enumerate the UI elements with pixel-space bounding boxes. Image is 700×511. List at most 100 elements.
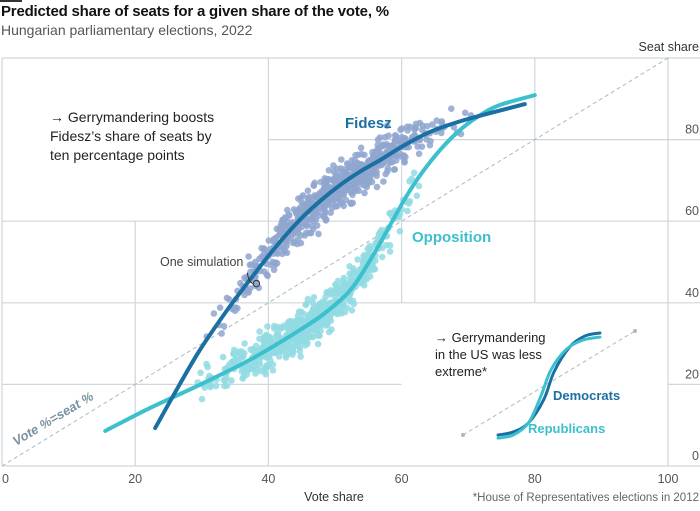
opposition-simulation-dot xyxy=(328,326,335,333)
fidesz-simulation-dot xyxy=(275,226,283,233)
fidesz-simulation-dot xyxy=(327,209,335,216)
fidesz-simulation-dot xyxy=(245,288,252,295)
opposition-simulation-dot xyxy=(285,343,293,351)
x-tick-label: 40 xyxy=(261,472,275,486)
fidesz-simulation-dot xyxy=(311,179,319,187)
fidesz-simulation-dot xyxy=(352,162,359,170)
x-axis-title: Vote share xyxy=(304,490,364,504)
fidesz-simulation-dot xyxy=(315,230,322,238)
chart-subtitle: Hungarian parliamentary elections, 2022 xyxy=(1,22,253,38)
opposition-simulation-dot xyxy=(322,319,330,327)
fidesz-simulation-dot xyxy=(218,330,225,337)
fidesz-simulation-dot xyxy=(340,191,348,198)
x-tick-label: 0 xyxy=(2,472,9,486)
inset-diagonal-end-dot xyxy=(633,329,637,333)
democrats-label: Democrats xyxy=(553,388,620,403)
opposition-simulation-dot xyxy=(413,192,421,200)
fidesz-simulation-dot xyxy=(390,166,398,173)
opposition-simulation-dot xyxy=(255,358,263,365)
fidesz-simulation-dot xyxy=(303,229,310,236)
one-simulation-leader xyxy=(246,272,254,285)
fidesz-simulation-dot xyxy=(299,192,307,199)
y-tick-label: 60 xyxy=(685,204,699,218)
fidesz-simulation-dot xyxy=(260,246,268,253)
fidesz-simulation-dot xyxy=(370,151,377,159)
fidesz-simulation-dot xyxy=(329,200,336,207)
fidesz-simulation-dot xyxy=(315,191,323,199)
opposition-simulation-dot xyxy=(256,335,263,343)
fidesz-simulation-dot xyxy=(448,105,455,112)
inset-chart xyxy=(461,329,637,440)
opposition-simulation-dot xyxy=(304,340,311,348)
fidesz-simulation-dot xyxy=(245,253,252,260)
fidesz-simulation-dot xyxy=(231,307,239,315)
inset-note-line-3: extreme* xyxy=(435,364,487,379)
opposition-simulation-dot xyxy=(264,353,272,361)
y-tick-label: 80 xyxy=(685,123,699,137)
opposition-simulation-dot xyxy=(261,365,269,372)
fidesz-simulation-dot xyxy=(401,135,409,142)
fidesz-simulation-dot xyxy=(304,187,312,194)
opposition-simulation-dot xyxy=(404,207,411,215)
opposition-simulation-dot xyxy=(310,294,318,301)
fidesz-simulation-dot xyxy=(411,126,418,134)
opposition-simulation-dot xyxy=(297,353,304,360)
opposition-simulation-dot xyxy=(361,282,368,289)
fidesz-simulation-dot xyxy=(384,142,392,150)
fidesz-simulation-dot xyxy=(309,222,316,230)
fidesz-simulation-dot xyxy=(347,189,355,196)
fidesz-simulation-dot xyxy=(220,322,228,330)
opposition-simulation-dot xyxy=(396,228,404,235)
opposition-simulation-dot xyxy=(271,349,278,357)
opposition-simulation-dot xyxy=(238,368,245,375)
diagonal-label: Vote %=seat % xyxy=(10,388,97,448)
x-tick-label: 100 xyxy=(658,472,679,486)
opposition-simulation-dot xyxy=(296,347,304,355)
fidesz-simulation-dot xyxy=(361,189,368,197)
fidesz-simulation-dot xyxy=(357,144,365,152)
fidesz-simulation-dot xyxy=(391,139,399,146)
opposition-simulation-dot xyxy=(239,375,246,382)
fidesz-simulation-dot xyxy=(373,183,381,191)
republicans-label: Republicans xyxy=(528,421,605,436)
inset-line-democrats xyxy=(496,331,602,437)
fidesz-simulation-dot xyxy=(216,304,224,312)
fidesz-simulation-dot xyxy=(270,266,278,274)
fidesz-simulation-dot xyxy=(312,216,320,223)
opposition-simulation-dot xyxy=(410,169,418,177)
x-tick-labels: 0 20 40 60 80 100 xyxy=(2,472,678,486)
opposition-simulation-dot xyxy=(220,376,228,384)
fidesz-simulation-dot xyxy=(367,174,374,182)
opposition-simulation-dot xyxy=(321,299,329,306)
opposition-simulation-dot xyxy=(212,382,220,390)
fidesz-simulation-dot xyxy=(392,132,400,140)
main-note-line-1: → Gerrymandering boosts xyxy=(50,109,214,125)
fidesz-simulation-dot xyxy=(342,196,350,204)
opposition-simulation-dot xyxy=(269,367,277,374)
top-rule xyxy=(0,0,22,2)
fidesz-simulation-dot xyxy=(223,294,231,302)
x-tick-label: 80 xyxy=(528,472,542,486)
opposition-simulation-dot xyxy=(378,226,385,234)
fidesz-simulation-dot xyxy=(325,167,333,174)
fidesz-simulation-dot xyxy=(416,119,424,127)
fidesz-simulation-dot xyxy=(380,178,387,185)
fidesz-simulation-dot xyxy=(322,180,329,188)
fidesz-simulation-dot xyxy=(383,122,391,129)
fidesz-simulation-dot xyxy=(365,158,373,165)
opposition-simulation-dot xyxy=(198,395,206,403)
opposition-simulation-dot xyxy=(341,308,349,316)
fidesz-simulation-dot xyxy=(338,156,345,163)
opposition-simulation-dot xyxy=(197,369,204,377)
main-note-line-3: ten percentage points xyxy=(50,147,185,163)
opposition-simulation-dot xyxy=(233,354,240,362)
opposition-simulation-dot xyxy=(295,319,303,327)
opposition-simulation-dot xyxy=(327,291,335,298)
opposition-simulation-dot xyxy=(314,340,322,348)
fidesz-simulation-dot xyxy=(404,127,411,134)
opposition-simulation-dot xyxy=(366,242,374,250)
opposition-simulation-dot xyxy=(248,363,256,371)
fidesz-simulation-dot xyxy=(321,175,329,182)
fidesz-simulation-dot xyxy=(319,206,327,214)
